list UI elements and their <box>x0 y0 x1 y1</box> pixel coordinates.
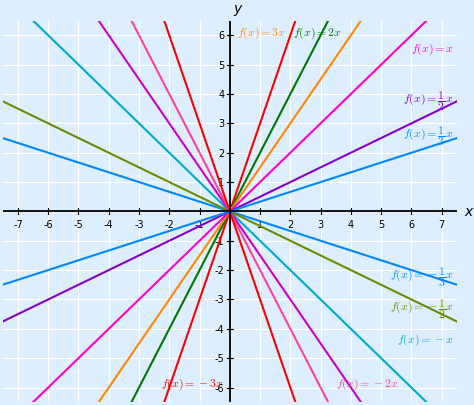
Text: 4: 4 <box>218 90 224 100</box>
Text: $f(x) = x$: $f(x) = x$ <box>410 42 454 57</box>
Text: 6: 6 <box>218 31 224 41</box>
Text: y: y <box>234 2 242 16</box>
Text: $f(x) = -\dfrac{1}{2}x$: $f(x) = -\dfrac{1}{2}x$ <box>390 297 454 320</box>
Text: $f(x) = 3x$: $f(x) = 3x$ <box>237 26 286 41</box>
Text: -1: -1 <box>215 236 224 246</box>
Text: $f(x) = -x$: $f(x) = -x$ <box>397 332 454 347</box>
Text: $f(x) = \dfrac{1}{3}x$: $f(x) = \dfrac{1}{3}x$ <box>403 124 454 148</box>
Text: -5: -5 <box>215 353 224 363</box>
Text: $f(x) = -2x$: $f(x) = -2x$ <box>336 376 398 391</box>
Text: -1: -1 <box>195 219 204 229</box>
Text: 2: 2 <box>218 148 224 158</box>
Text: 3: 3 <box>318 219 324 229</box>
Text: $f(x) = 2x$: $f(x) = 2x$ <box>293 26 343 41</box>
Text: -6: -6 <box>44 219 53 229</box>
Text: 2: 2 <box>287 219 293 229</box>
Text: -3: -3 <box>134 219 144 229</box>
Text: -7: -7 <box>13 219 23 229</box>
Text: $f(x) = \dfrac{1}{2}x$: $f(x) = \dfrac{1}{2}x$ <box>403 89 454 113</box>
Text: 1: 1 <box>257 219 263 229</box>
Text: 6: 6 <box>409 219 414 229</box>
Text: -4: -4 <box>104 219 114 229</box>
Text: -6: -6 <box>215 383 224 392</box>
Text: 7: 7 <box>438 219 445 229</box>
Text: 5: 5 <box>218 60 224 70</box>
Text: $f(x) = -3x$: $f(x) = -3x$ <box>161 376 224 391</box>
Text: -5: -5 <box>73 219 83 229</box>
Text: $f(x) = -\dfrac{1}{3}x$: $f(x) = -\dfrac{1}{3}x$ <box>390 264 454 288</box>
Text: 1: 1 <box>218 178 224 188</box>
Text: 5: 5 <box>378 219 384 229</box>
Text: -3: -3 <box>215 295 224 305</box>
Text: -2: -2 <box>215 265 224 275</box>
Text: -4: -4 <box>215 324 224 334</box>
Text: 3: 3 <box>218 119 224 129</box>
Text: x: x <box>465 205 473 219</box>
Text: -2: -2 <box>164 219 174 229</box>
Text: 4: 4 <box>348 219 354 229</box>
